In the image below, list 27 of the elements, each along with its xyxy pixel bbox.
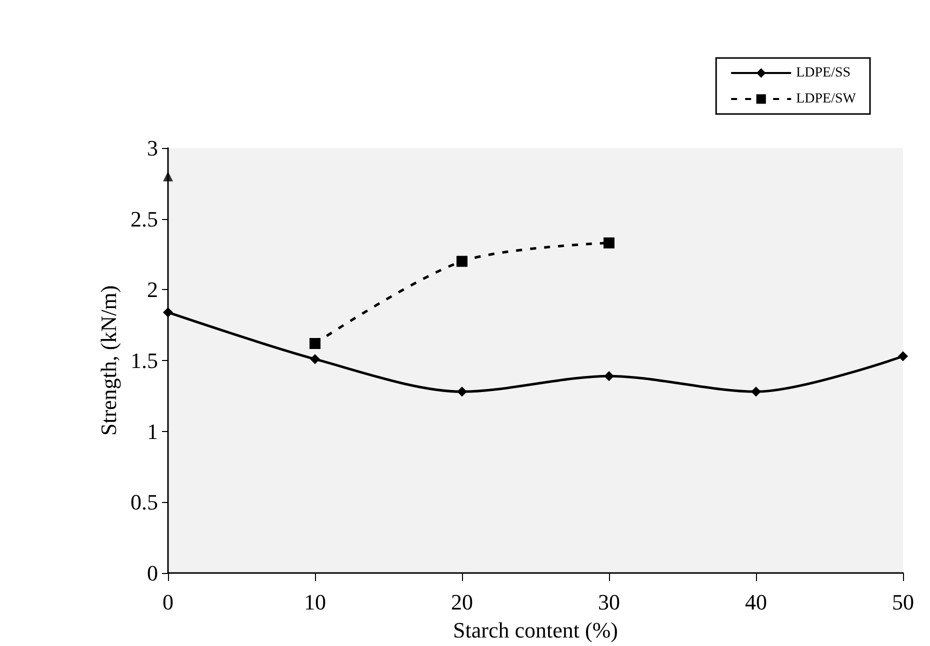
x-tick-label: 50 [892, 590, 914, 614]
y-axis-title: Strength, (kN/m) [96, 285, 122, 436]
point [604, 237, 614, 248]
x-tick-label: 20 [451, 590, 473, 614]
point [310, 338, 320, 349]
x-tick-label: 10 [304, 590, 326, 614]
y-tick-label: 3 [147, 136, 158, 160]
x-axis-title: Starch content (%) [453, 618, 618, 642]
x-tick-label: 30 [598, 590, 620, 614]
point [163, 171, 173, 182]
point [456, 256, 468, 267]
x-tick-label: 0 [162, 590, 174, 614]
y-tick-label: 0 [147, 560, 158, 586]
legend-label: LDPE/SW [796, 92, 857, 106]
point [751, 386, 761, 397]
y-tick-label: 1.5 [130, 348, 158, 373]
point [898, 351, 908, 362]
y-tick-label: 2 [147, 277, 158, 302]
point [163, 307, 173, 318]
legend-label: LDPE/SS [796, 66, 851, 80]
y-tick-label: 1 [147, 418, 158, 444]
y-tick-label: 0.5 [130, 490, 158, 515]
point [457, 386, 467, 397]
y-tick-label: 2.5 [130, 206, 158, 232]
point [310, 354, 320, 364]
point [604, 371, 614, 382]
x-tick-label: 40 [745, 590, 767, 614]
